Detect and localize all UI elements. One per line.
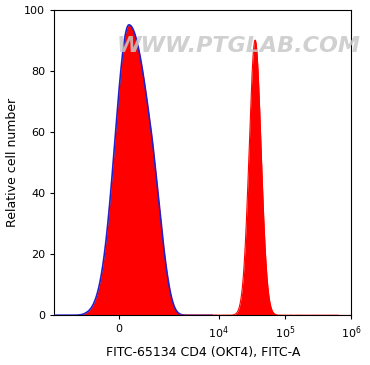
Text: WWW.PTGLAB.COM: WWW.PTGLAB.COM	[117, 36, 360, 56]
Y-axis label: Relative cell number: Relative cell number	[6, 98, 18, 227]
X-axis label: FITC-65134 CD4 (OKT4), FITC-A: FITC-65134 CD4 (OKT4), FITC-A	[105, 346, 300, 360]
